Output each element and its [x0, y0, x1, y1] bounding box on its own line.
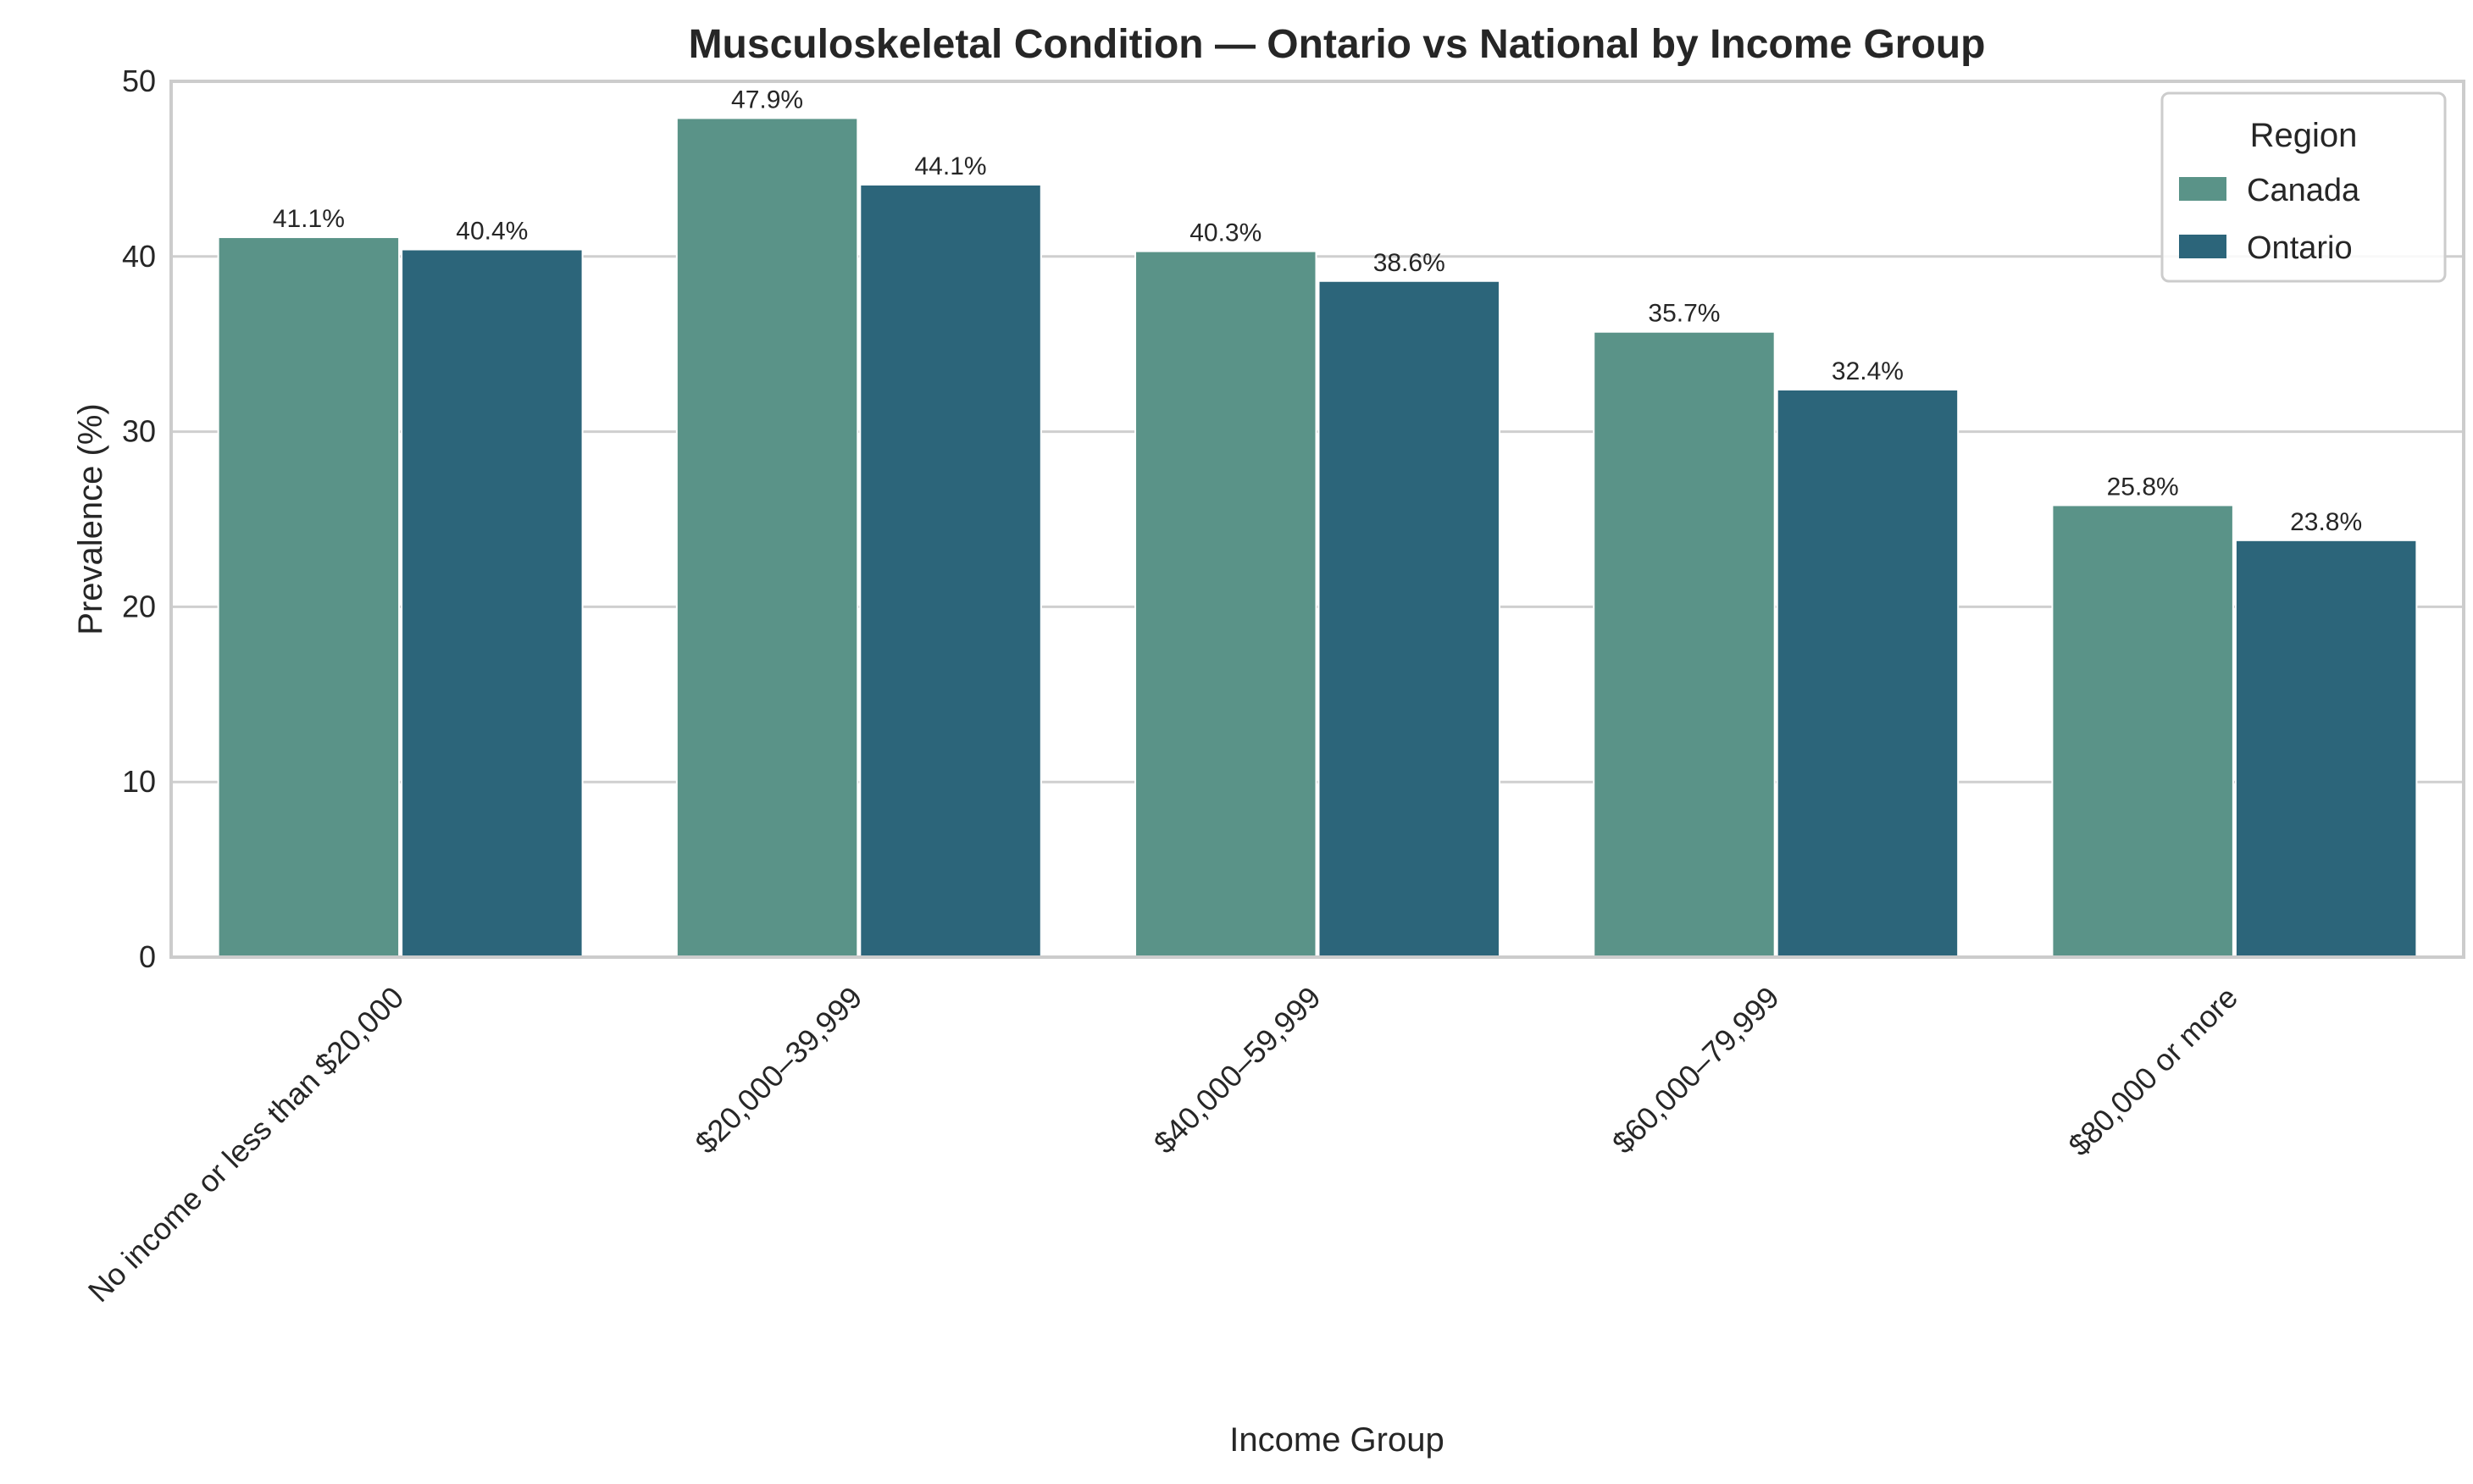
data-label: 38.6% [1373, 249, 1445, 277]
data-label: 25.8% [2107, 473, 2179, 501]
x-tick-label: $40,000–59,999 [1147, 980, 1328, 1160]
legend: Region Canada Ontario [2160, 91, 2447, 283]
x-tick-label: $80,000 or more [2061, 980, 2244, 1163]
y-tick-label: 50 [122, 64, 156, 98]
x-tick-label: $60,000–79,999 [1605, 980, 1786, 1160]
data-label: 41.1% [273, 205, 345, 233]
data-label: 35.7% [1648, 300, 1720, 328]
bar-ontario [1776, 388, 1960, 958]
legend-box [2160, 91, 2447, 283]
y-tick-label: 30 [122, 414, 156, 449]
data-label: 32.4% [1832, 357, 1904, 385]
x-tick-label: No income or less than $20,000 [81, 980, 410, 1309]
legend-title: Region [2250, 117, 2358, 154]
bar-ontario [1317, 280, 1500, 958]
bar-canada [217, 236, 401, 958]
bar-canada [1593, 330, 1776, 958]
data-label: 40.3% [1189, 219, 1261, 247]
y-tick-label: 20 [122, 589, 156, 623]
bars [217, 117, 2418, 959]
x-axis-label: Income Group [1229, 1421, 1444, 1459]
bar-ontario [859, 184, 1042, 958]
y-tick-label: 40 [122, 239, 156, 274]
data-label: 23.8% [2290, 508, 2362, 536]
bar-canada [675, 117, 859, 959]
bar-ontario [401, 248, 584, 958]
data-label: 40.4% [456, 218, 528, 246]
y-tick-label: 0 [139, 939, 156, 974]
bar-canada [2051, 504, 2234, 958]
y-tick-labels: 0 10 20 30 40 50 [122, 64, 156, 974]
y-tick-label: 10 [122, 764, 156, 799]
x-tick-label: $20,000–39,999 [688, 980, 868, 1160]
data-label: 47.9% [731, 86, 803, 114]
legend-swatch-canada [2179, 177, 2226, 201]
bar-ontario [2234, 539, 2418, 958]
bar-canada [1134, 250, 1317, 958]
chart-title: Musculoskeletal Condition — Ontario vs N… [689, 22, 1986, 67]
legend-label-ontario: Ontario [2247, 230, 2353, 266]
data-label: 44.1% [915, 152, 987, 180]
legend-label-canada: Canada [2247, 173, 2360, 208]
legend-swatch-ontario [2179, 235, 2226, 258]
data-labels: 41.1% 40.4% 47.9% 44.1% 40.3% 38.6% 35.7% 32.4%… [273, 86, 2362, 535]
y-axis-label: Prevalence (%) [72, 403, 109, 634]
plot-frame [169, 80, 2465, 959]
x-tick-labels: No income or less than $20,000 $20,000–39… [81, 980, 2244, 1309]
